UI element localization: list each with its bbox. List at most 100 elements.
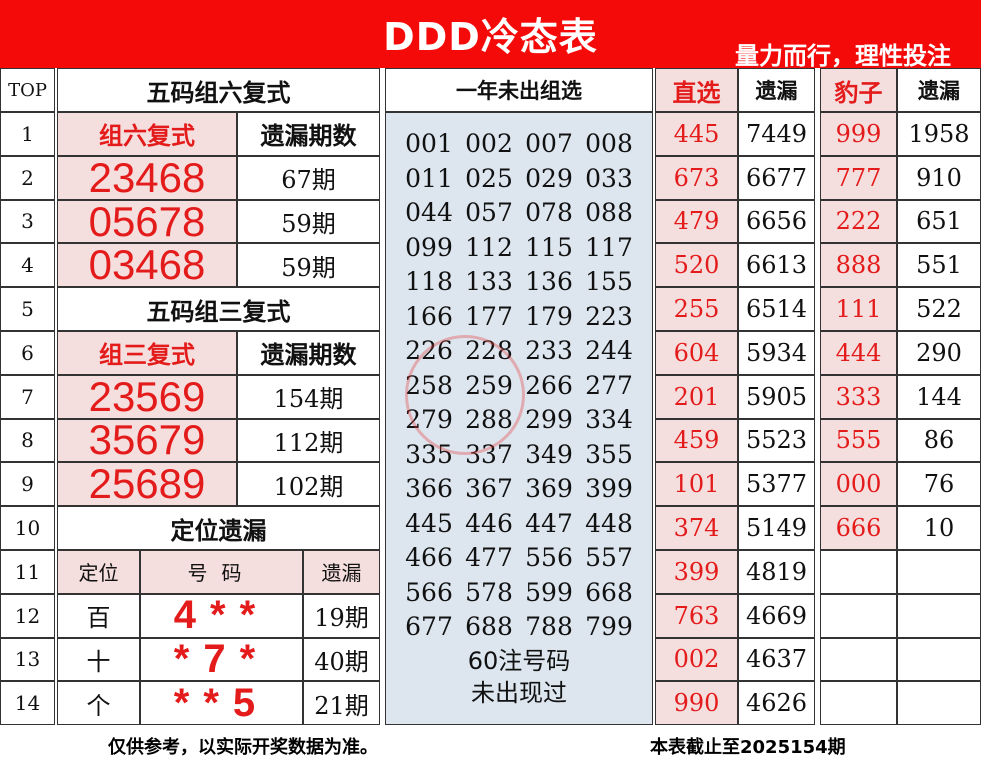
empty-cell	[820, 549, 897, 594]
position-header-code: 号码	[140, 549, 303, 594]
group3-number: 35679	[57, 416, 237, 463]
left-title: 五码组六复式	[57, 68, 380, 112]
unseen-number: 334	[585, 405, 633, 434]
position-code: **5	[140, 681, 303, 726]
unseen-number: 115	[525, 232, 573, 262]
group3-label: 组三复式	[57, 330, 237, 375]
position-miss: 21期	[303, 681, 380, 726]
unseen-number: 133	[465, 267, 513, 296]
direct-number: 763	[655, 593, 738, 638]
unseen-number: 279	[405, 405, 453, 434]
direct-number: 604	[655, 330, 738, 375]
unseen-number: 112	[465, 232, 513, 262]
unseen-number: 044	[405, 198, 453, 227]
direct-number: 255	[655, 287, 738, 331]
position-code: 4**	[140, 593, 303, 638]
empty-cell	[820, 593, 897, 638]
position-digit: 个	[57, 681, 140, 726]
unseen-number: 177	[465, 301, 513, 331]
unseen-number: 337	[465, 439, 513, 469]
unseen-number: 556	[525, 543, 573, 572]
leopard-number: 666	[820, 506, 897, 550]
unseen-number: 366	[405, 474, 453, 503]
unseen-number: 088	[585, 198, 633, 227]
unseen-number: 233	[525, 336, 573, 365]
unseen-number: 788	[525, 612, 573, 641]
direct-number: 374	[655, 506, 738, 550]
middle-title: 一年未出组选	[385, 68, 653, 112]
rank-cell: 11	[0, 549, 55, 594]
direct-miss: 5377	[738, 462, 815, 507]
direct-miss: 7449	[738, 112, 815, 156]
unseen-number: 799	[585, 612, 633, 641]
col-leopard-miss: 遗漏	[897, 68, 981, 112]
group3-number: 25689	[57, 460, 237, 507]
direct-number: 673	[655, 155, 738, 200]
direct-miss: 5149	[738, 506, 815, 550]
unseen-number: 155	[585, 267, 633, 296]
leopard-number: 222	[820, 199, 897, 244]
empty-cell	[897, 593, 981, 638]
unseen-number: 057	[465, 198, 513, 227]
leopard-miss: 1958	[897, 112, 981, 156]
direct-number: 002	[655, 637, 738, 682]
leopard-miss: 290	[897, 330, 981, 375]
direct-miss: 6613	[738, 243, 815, 288]
unseen-number: 288	[465, 405, 513, 434]
unseen-number: 259	[465, 370, 513, 400]
col-leopard: 豹子	[820, 68, 897, 112]
rank-cell: 4	[0, 243, 55, 288]
direct-miss: 4819	[738, 549, 815, 594]
group6-label: 组六复式	[57, 112, 237, 156]
unseen-number: 007	[525, 129, 573, 158]
direct-miss: 4669	[738, 593, 815, 638]
group6-number: 03468	[57, 241, 237, 288]
unseen-number: 117	[585, 232, 633, 262]
unseen-number: 677	[405, 612, 453, 641]
leopard-number: 000	[820, 462, 897, 507]
empty-cell	[897, 681, 981, 726]
unseen-number: 466	[405, 543, 453, 572]
cold-table: TOP 五码组六复式 一年未出组选 直选 遗漏 豹子 遗漏 组六复式 遗漏期数 …	[0, 68, 981, 726]
group3-miss: 154期	[237, 374, 380, 419]
group6-miss: 59期	[237, 199, 380, 244]
rank-cell: 13	[0, 637, 55, 682]
leopard-number: 444	[820, 330, 897, 375]
direct-miss: 4626	[738, 681, 815, 726]
group6-miss: 67期	[237, 155, 380, 200]
empty-cell	[820, 637, 897, 682]
unseen-number: 008	[585, 129, 633, 158]
position-miss: 19期	[303, 593, 380, 638]
unseen-number: 578	[465, 577, 513, 607]
leopard-miss: 10	[897, 506, 981, 550]
unseen-number: 244	[585, 336, 633, 365]
rank-cell: 2	[0, 155, 55, 200]
rank-cell: 10	[0, 506, 55, 550]
direct-number: 479	[655, 199, 738, 244]
direct-number: 201	[655, 374, 738, 419]
unseen-number: 258	[405, 370, 453, 400]
position-digit: 十	[57, 637, 140, 682]
rank-cell: 6	[0, 330, 55, 375]
leopard-miss: 144	[897, 374, 981, 419]
unseen-number: 011	[405, 163, 453, 193]
position-miss: 40期	[303, 637, 380, 682]
empty-cell	[897, 637, 981, 682]
direct-miss: 5934	[738, 330, 815, 375]
unseen-number: 349	[525, 439, 573, 469]
position-header-pos: 定位	[57, 549, 140, 594]
unseen-number: 448	[585, 508, 633, 538]
group3-title: 五码组三复式	[57, 287, 380, 331]
unseen-number: 557	[585, 543, 633, 572]
leopard-number: 555	[820, 418, 897, 463]
unseen-number: 166	[405, 301, 453, 331]
unseen-number: 118	[405, 267, 453, 296]
direct-number: 520	[655, 243, 738, 288]
unseen-number: 566	[405, 577, 453, 607]
col-direct-miss: 遗漏	[738, 68, 815, 112]
direct-number: 445	[655, 112, 738, 156]
unseen-number: 179	[525, 301, 573, 331]
page-title: DDD冷态表	[383, 15, 598, 59]
unseen-number: 399	[585, 474, 633, 503]
unseen-number: 002	[465, 129, 513, 158]
